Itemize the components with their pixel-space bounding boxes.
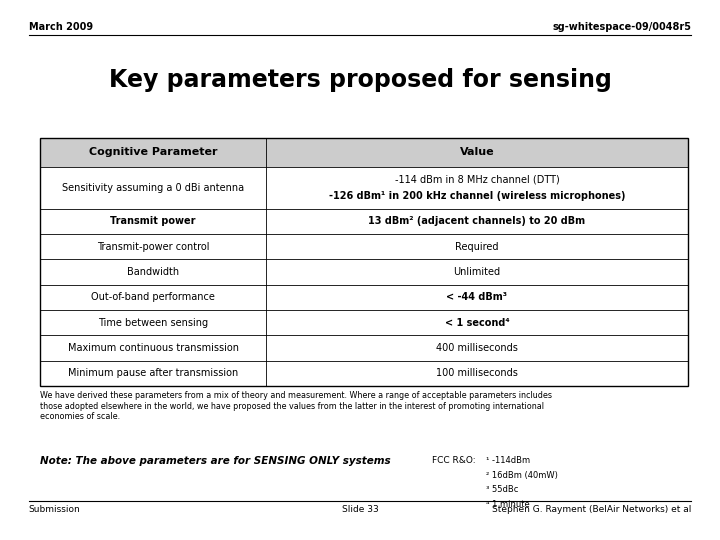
Text: Transmit power: Transmit power <box>110 217 196 226</box>
Text: Submission: Submission <box>29 505 81 515</box>
Text: Time between sensing: Time between sensing <box>98 318 208 328</box>
Text: 13 dBm² (adjacent channels) to 20 dBm: 13 dBm² (adjacent channels) to 20 dBm <box>369 217 585 226</box>
Text: ⁴ 1 minute: ⁴ 1 minute <box>486 500 530 509</box>
Text: Out-of-band performance: Out-of-band performance <box>91 292 215 302</box>
Text: Key parameters proposed for sensing: Key parameters proposed for sensing <box>109 68 611 91</box>
Text: -126 dBm¹ in 200 kHz channel (wireless microphones): -126 dBm¹ in 200 kHz channel (wireless m… <box>329 191 625 201</box>
Text: < 1 second⁴: < 1 second⁴ <box>445 318 509 328</box>
Text: -114 dBm in 8 MHz channel (DTT): -114 dBm in 8 MHz channel (DTT) <box>395 175 559 185</box>
Text: Bandwidth: Bandwidth <box>127 267 179 277</box>
Text: Required: Required <box>455 242 499 252</box>
Text: Value: Value <box>459 147 495 157</box>
Text: < -44 dBm³: < -44 dBm³ <box>446 292 508 302</box>
Text: March 2009: March 2009 <box>29 22 93 32</box>
Text: Cognitive Parameter: Cognitive Parameter <box>89 147 217 157</box>
Text: 400 milliseconds: 400 milliseconds <box>436 343 518 353</box>
Text: FCC R&O:: FCC R&O: <box>432 456 476 465</box>
Text: Transmit-power control: Transmit-power control <box>96 242 210 252</box>
Text: ² 16dBm (40mW): ² 16dBm (40mW) <box>486 471 558 480</box>
Text: Note: The above parameters are for SENSING ONLY systems: Note: The above parameters are for SENSI… <box>40 456 390 467</box>
Text: ³ 55dBc: ³ 55dBc <box>486 485 518 495</box>
Text: We have derived these parameters from a mix of theory and measurement. Where a r: We have derived these parameters from a … <box>40 392 552 421</box>
Text: Unlimited: Unlimited <box>454 267 500 277</box>
Text: 100 milliseconds: 100 milliseconds <box>436 368 518 379</box>
Text: sg-whitespace-09/0048r5: sg-whitespace-09/0048r5 <box>552 22 691 32</box>
Text: Slide 33: Slide 33 <box>341 505 379 515</box>
Text: Sensitivity assuming a 0 dBi antenna: Sensitivity assuming a 0 dBi antenna <box>62 183 244 193</box>
Text: Maximum continuous transmission: Maximum continuous transmission <box>68 343 238 353</box>
Text: Stephen G. Rayment (BelAir Networks) et al: Stephen G. Rayment (BelAir Networks) et … <box>492 505 691 515</box>
Text: ¹ -114dBm: ¹ -114dBm <box>486 456 530 465</box>
Text: Minimum pause after transmission: Minimum pause after transmission <box>68 368 238 379</box>
